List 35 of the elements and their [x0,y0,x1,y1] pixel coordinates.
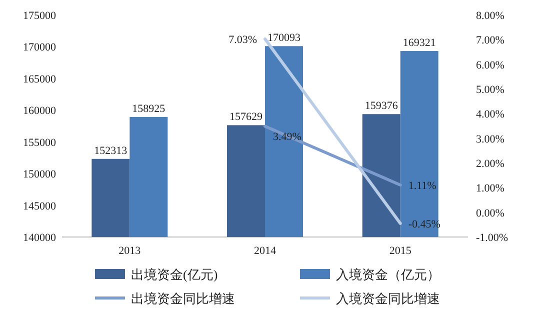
y2-tick-label: 3.00% [476,133,504,146]
y2-tick-label: 6.00% [476,59,504,72]
data-label: 170093 [268,32,301,44]
y-tick-label: 175000 [23,10,56,22]
legend-label: 出境资金(亿元) [131,267,218,282]
data-label: 169321 [402,37,436,50]
出境资金同比增速: 3.49% 1.11% [264,124,436,192]
y2-tick-label: 8.00% [476,10,504,22]
y-tick-label: 150000 [23,168,56,181]
data-label: 1.11% [408,180,436,192]
data-label: 152313 [94,144,128,157]
data-label: 7.03% [228,34,257,46]
x-tick-label: 2014 [254,245,276,257]
legend-label: 入境资金（亿元） [336,267,440,282]
y-tick-label: 155000 [23,136,56,149]
data-label: 3.49% [273,131,302,144]
y-tick-label: 170000 [23,42,56,54]
y2-tick-label: 2.00% [476,158,504,170]
y-tick-label: 165000 [23,73,56,86]
data-label: 158925 [132,102,166,115]
y-tick-label: 160000 [23,105,56,118]
y2-tick-label: 0.00% [476,207,504,220]
y2-tick-label: 5.00% [476,84,504,96]
y2-tick-label: 1.00% [476,182,504,195]
x-tick-label: 2013 [118,245,142,257]
legend-label: 入境资金同比增速 [336,291,440,306]
y2-tick-label: 7.00% [476,34,504,47]
y2-tick-label: -1.00% [476,232,508,244]
legend-label: 出境资金同比增速 [131,291,235,306]
y-tick-label: 145000 [23,200,56,212]
y-tick-label: 140000 [23,232,56,244]
data-label: 159376 [364,100,398,112]
x-tick-label: 2015 [389,245,412,257]
data-label: 157629 [230,111,263,124]
y2-tick-label: 4.00% [476,108,504,121]
